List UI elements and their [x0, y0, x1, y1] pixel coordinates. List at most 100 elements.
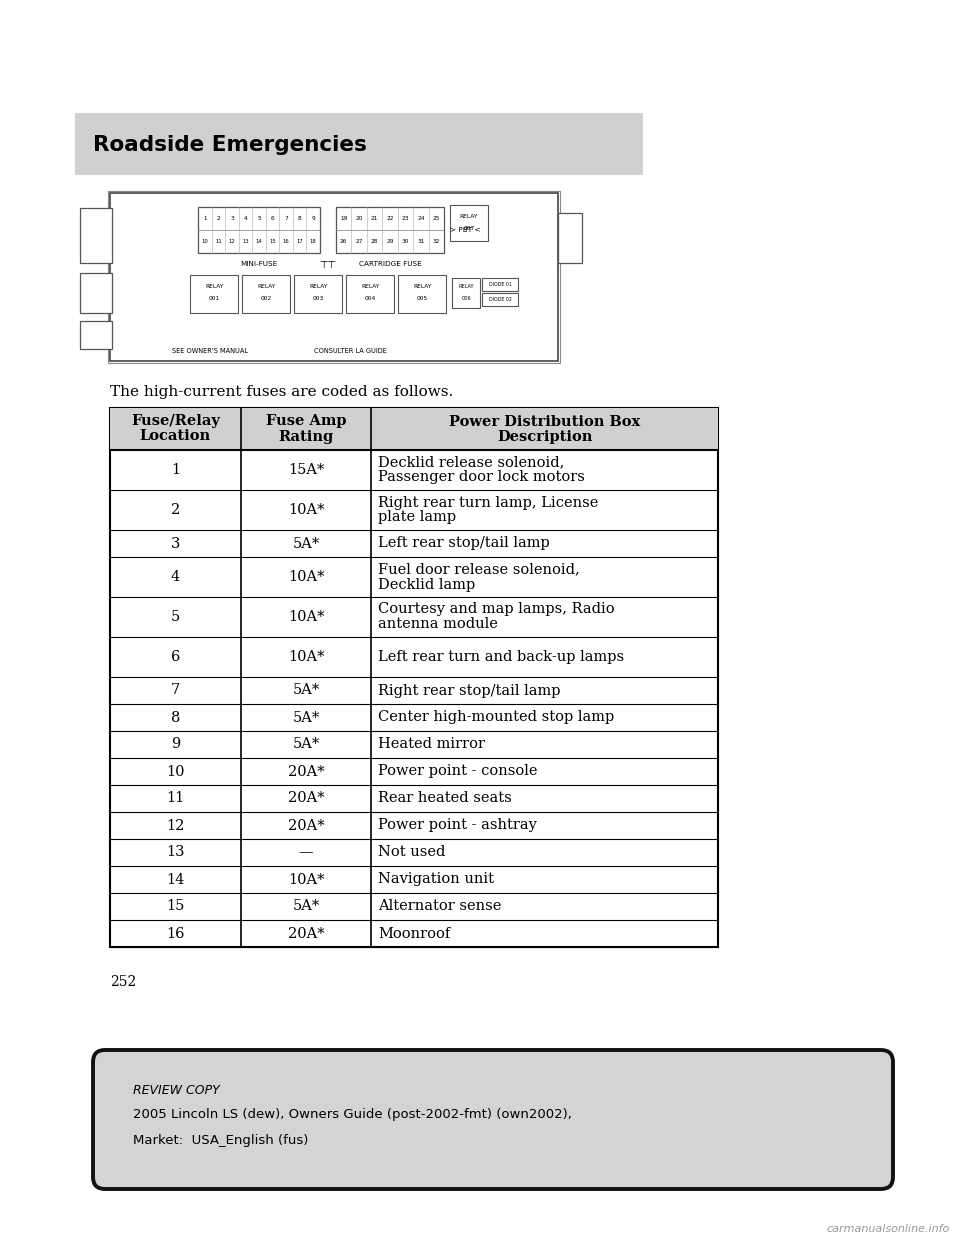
- Text: RELAY: RELAY: [257, 283, 276, 288]
- Text: 7: 7: [171, 683, 180, 698]
- Text: 25: 25: [433, 216, 440, 221]
- Text: 10A*: 10A*: [288, 610, 324, 623]
- Text: 5: 5: [171, 610, 180, 623]
- Text: 10: 10: [202, 238, 208, 243]
- Text: 007: 007: [464, 226, 474, 231]
- Text: 32: 32: [433, 238, 440, 243]
- Text: DIODE 02: DIODE 02: [489, 297, 512, 302]
- Text: Market:  USA_English (fus): Market: USA_English (fus): [133, 1134, 308, 1148]
- Bar: [346, 274, 394, 313]
- Text: 20A*: 20A*: [288, 791, 324, 806]
- Text: Location: Location: [140, 430, 211, 443]
- Text: 10A*: 10A*: [288, 650, 324, 664]
- Text: 8: 8: [298, 216, 301, 221]
- Text: 16: 16: [283, 238, 290, 243]
- Text: 3: 3: [230, 216, 234, 221]
- Text: Fuse/Relay: Fuse/Relay: [131, 415, 220, 428]
- Text: RELAY: RELAY: [460, 214, 478, 219]
- Text: plate lamp: plate lamp: [378, 510, 457, 524]
- Text: carmanualsonline.info: carmanualsonline.info: [827, 1225, 950, 1235]
- Text: 19: 19: [340, 216, 348, 221]
- Text: 13: 13: [166, 846, 184, 859]
- Bar: [398, 274, 446, 313]
- Text: Passenger door lock motors: Passenger door lock motors: [378, 471, 586, 484]
- Bar: [108, 191, 560, 363]
- Text: 7: 7: [284, 216, 288, 221]
- Text: 2: 2: [171, 503, 180, 517]
- Text: 5A*: 5A*: [293, 899, 320, 914]
- Text: Roadside Emergencies: Roadside Emergencies: [93, 135, 367, 155]
- Text: REVIEW COPY: REVIEW COPY: [133, 1084, 220, 1097]
- Text: DIODE 01: DIODE 01: [489, 282, 512, 287]
- Text: 10: 10: [166, 765, 184, 779]
- Text: RELAY: RELAY: [458, 284, 473, 289]
- Bar: [482, 278, 518, 291]
- Text: 252: 252: [110, 975, 136, 989]
- Bar: [80, 207, 112, 263]
- Text: 11: 11: [166, 791, 184, 806]
- Text: 001: 001: [208, 297, 220, 302]
- Text: 10A*: 10A*: [288, 503, 324, 517]
- Text: 002: 002: [260, 297, 272, 302]
- Text: Fuse Amp: Fuse Amp: [266, 415, 347, 428]
- Text: Right rear stop/tail lamp: Right rear stop/tail lamp: [378, 683, 561, 698]
- Text: Rating: Rating: [278, 430, 334, 443]
- Text: Center high-mounted stop lamp: Center high-mounted stop lamp: [378, 710, 614, 724]
- Text: RELAY: RELAY: [413, 283, 431, 288]
- Text: 12: 12: [228, 238, 235, 243]
- Text: Not used: Not used: [378, 846, 445, 859]
- Text: 10A*: 10A*: [288, 570, 324, 584]
- Text: > PBT <: > PBT <: [450, 227, 481, 233]
- Text: antenna module: antenna module: [378, 617, 498, 631]
- Text: Alternator sense: Alternator sense: [378, 899, 502, 914]
- Text: Left rear turn and back-up lamps: Left rear turn and back-up lamps: [378, 650, 625, 664]
- Text: 26: 26: [340, 238, 348, 243]
- Bar: [482, 293, 518, 306]
- Text: Description: Description: [497, 430, 592, 443]
- Bar: [80, 320, 112, 349]
- Text: —: —: [299, 846, 313, 859]
- Text: 4: 4: [244, 216, 248, 221]
- Text: 22: 22: [386, 216, 394, 221]
- Text: 15A*: 15A*: [288, 463, 324, 477]
- Text: 005: 005: [417, 297, 427, 302]
- Text: Decklid lamp: Decklid lamp: [378, 578, 476, 591]
- Text: 30: 30: [401, 238, 409, 243]
- Text: The high-current fuses are coded as follows.: The high-current fuses are coded as foll…: [110, 385, 453, 399]
- Text: 2: 2: [216, 216, 220, 221]
- Text: 1: 1: [171, 463, 180, 477]
- Text: 10A*: 10A*: [288, 872, 324, 887]
- Text: MINI-FUSE: MINI-FUSE: [240, 261, 277, 267]
- Text: 5A*: 5A*: [293, 537, 320, 550]
- Text: Left rear stop/tail lamp: Left rear stop/tail lamp: [378, 537, 550, 550]
- Text: 20A*: 20A*: [288, 818, 324, 832]
- Bar: [242, 274, 290, 313]
- Bar: [558, 212, 582, 263]
- Text: 2005 Lincoln LS (dew), Owners Guide (post-2002-fmt) (own2002),: 2005 Lincoln LS (dew), Owners Guide (pos…: [133, 1108, 572, 1122]
- Text: 14: 14: [255, 238, 262, 243]
- Bar: [80, 273, 112, 313]
- FancyBboxPatch shape: [93, 1049, 893, 1189]
- Text: Moonroof: Moonroof: [378, 927, 450, 940]
- Bar: [450, 205, 488, 241]
- Text: 14: 14: [166, 872, 184, 887]
- Text: 006: 006: [461, 296, 470, 301]
- Bar: [110, 409, 718, 450]
- Text: 20A*: 20A*: [288, 927, 324, 940]
- Text: RELAY: RELAY: [204, 283, 223, 288]
- Text: 9: 9: [171, 738, 180, 751]
- Text: Rear heated seats: Rear heated seats: [378, 791, 513, 806]
- Bar: [110, 409, 718, 946]
- Text: 24: 24: [417, 216, 424, 221]
- Text: 4: 4: [171, 570, 180, 584]
- Text: 15: 15: [166, 899, 184, 914]
- Text: Power Distribution Box: Power Distribution Box: [449, 415, 640, 428]
- Text: 17: 17: [297, 238, 303, 243]
- Text: 8: 8: [171, 710, 180, 724]
- Text: 23: 23: [401, 216, 409, 221]
- Text: 3: 3: [171, 537, 180, 550]
- Text: Power point - console: Power point - console: [378, 765, 538, 779]
- Text: 5A*: 5A*: [293, 683, 320, 698]
- Text: CONSULTER LA GUIDE: CONSULTER LA GUIDE: [314, 348, 387, 354]
- Text: Right rear turn lamp, License: Right rear turn lamp, License: [378, 496, 599, 509]
